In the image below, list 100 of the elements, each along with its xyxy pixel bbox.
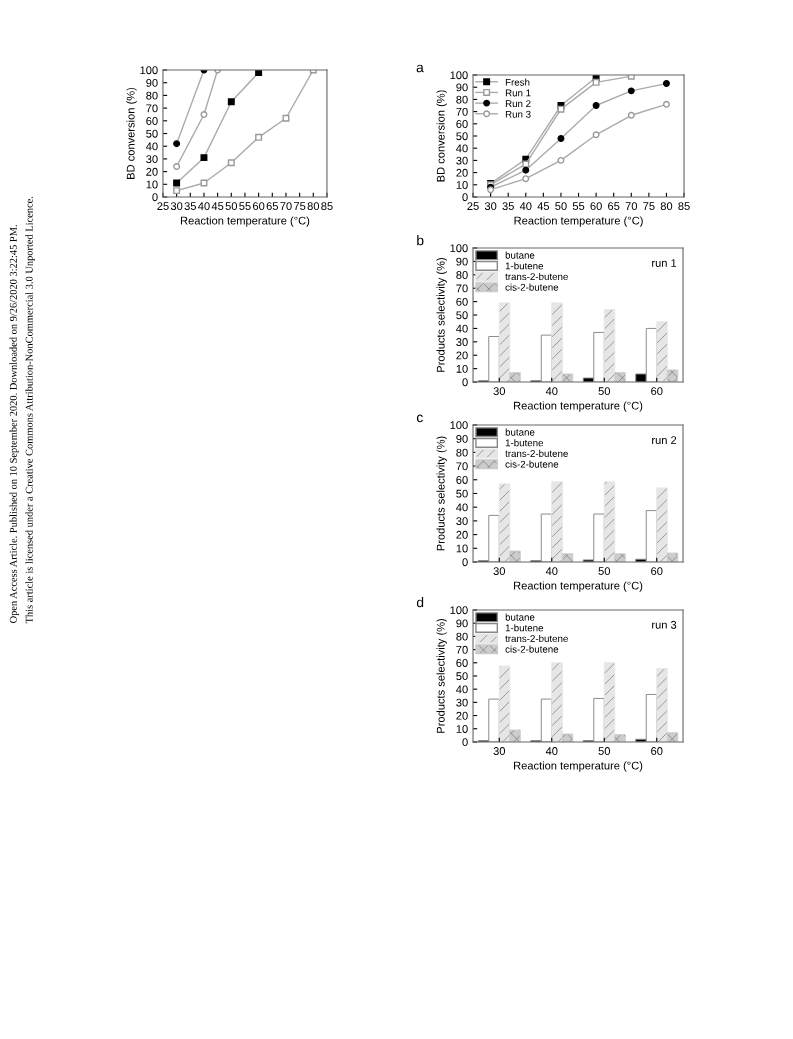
y-tick-label: 30 (456, 517, 468, 526)
y-tick-label: 70 (456, 645, 468, 654)
x-tick-label: 60 (651, 567, 663, 576)
legend-label: 1-butene (505, 439, 544, 447)
x-tick-label: 60 (253, 202, 265, 211)
y-tick-label: 90 (456, 257, 468, 266)
y-tick-label: 40 (456, 685, 468, 694)
x-axis-title: Reaction temperature (°C) (514, 401, 643, 412)
y-tick-label: 30 (456, 156, 468, 165)
y-tick-label: 20 (146, 167, 158, 176)
annotation: run 1 (652, 259, 677, 267)
x-tick-label: 55 (572, 202, 585, 211)
y-tick-label: 90 (456, 434, 468, 443)
y-tick-label: 60 (146, 117, 158, 125)
x-tick-label: 65 (266, 202, 278, 211)
x-tick-label: 35 (502, 202, 514, 211)
y-tick-label: 50 (456, 672, 468, 681)
legend-label: cis-2-butene (505, 645, 559, 653)
x-tick-label: 40 (545, 747, 558, 755)
y-tick-label: 100 (450, 606, 468, 615)
x-axis-title: Reaction temperature (°C) (514, 761, 643, 772)
legend-label: trans-2-butene (505, 449, 568, 457)
legend-label: trans-2-butene (505, 272, 568, 281)
y-tick-label: 60 (456, 476, 468, 484)
legend-label: Run 2 (505, 100, 531, 108)
y-tick-label: 0 (462, 738, 468, 747)
legend-label: cis-2-butene (505, 460, 559, 468)
x-tick-label: 30 (493, 747, 506, 755)
y-tick-label: 30 (456, 698, 468, 707)
legend-label: cis-2-butene (505, 283, 559, 291)
y-tick-label: 20 (456, 168, 468, 177)
x-tick-label: 45 (537, 202, 550, 211)
y-tick-label: 0 (462, 378, 468, 387)
x-tick-label: 80 (307, 202, 320, 211)
y-tick-label: 50 (146, 129, 158, 138)
legend-label: Fresh (505, 78, 530, 86)
y-tick-label: 70 (456, 107, 468, 116)
x-tick-label: 85 (678, 202, 690, 211)
x-tick-label: 40 (519, 202, 532, 211)
y-tick-label: 60 (456, 297, 468, 306)
x-axis-title: Reaction temperature (°C) (180, 216, 310, 227)
legend-label: butane (505, 251, 535, 259)
legend-label: Run 3 (505, 110, 531, 118)
y-tick-label: 50 (456, 132, 468, 141)
x-tick-label: 40 (198, 202, 210, 211)
y-tick-label: 70 (456, 284, 468, 293)
text: Open Access Article. Published on 10 September 2020. Downloaded on 9/26/2020 3:22:45 PM. (9, 225, 19, 623)
y-tick-label: 20 (456, 530, 468, 539)
annotation: run 3 (652, 620, 677, 629)
y-tick-label: 50 (456, 311, 468, 320)
legend-label: trans-2-butene (505, 634, 568, 643)
x-tick-label: 35 (184, 202, 197, 211)
y-axis-title: BD conversion (%) (126, 87, 137, 179)
x-tick-label: 30 (170, 202, 183, 211)
annotation: run 2 (652, 436, 677, 445)
y-tick-label: 40 (456, 144, 468, 153)
y-tick-label: 80 (456, 271, 468, 279)
y-axis-title: Products selectivity (%) (436, 257, 447, 372)
x-tick-label: 25 (467, 202, 479, 211)
x-tick-label: 75 (294, 202, 306, 211)
x-tick-label: 80 (660, 202, 673, 211)
y-axis-title: Products selectivity (%) (436, 618, 447, 733)
x-tick-label: 25 (157, 202, 169, 211)
y-tick-label: 10 (456, 181, 468, 189)
chart-title: b (417, 235, 424, 246)
y-tick-label: 0 (462, 193, 468, 202)
legend-label: 1-butene (505, 262, 544, 270)
x-tick-label: 40 (545, 567, 558, 576)
y-tick-label: 80 (456, 632, 468, 641)
chart-title: a (416, 64, 424, 73)
x-tick-label: 60 (651, 747, 663, 755)
x-axis-title: Reaction temperature (°C) (514, 216, 643, 227)
y-tick-label: 10 (456, 725, 468, 733)
y-tick-label: 100 (450, 421, 468, 430)
x-tick-label: 30 (493, 567, 506, 576)
y-tick-label: 80 (456, 95, 468, 104)
y-tick-label: 60 (456, 659, 468, 667)
x-tick-label: 85 (321, 202, 333, 211)
y-tick-label: 10 (456, 544, 468, 553)
text: This article is licensed under a Creative Commons Attribution-NonCommercial 3.0 Unported Licence. (25, 196, 35, 624)
x-tick-label: 60 (651, 387, 663, 396)
x-tick-label: 60 (590, 202, 602, 211)
x-tick-label: 40 (545, 387, 558, 396)
x-tick-label: 70 (625, 202, 638, 211)
y-tick-label: 20 (456, 711, 468, 720)
chart-title: c (416, 414, 423, 423)
x-tick-label: 65 (608, 202, 620, 211)
x-tick-label: 50 (598, 567, 611, 576)
y-tick-label: 30 (456, 338, 468, 346)
y-tick-label: 80 (456, 448, 468, 457)
y-tick-label: 100 (450, 244, 468, 253)
y-tick-label: 50 (456, 489, 468, 498)
y-tick-label: 10 (146, 180, 158, 189)
x-tick-label: 50 (225, 202, 238, 211)
y-tick-label: 100 (140, 66, 158, 75)
x-tick-label: 50 (598, 747, 611, 755)
x-axis-title: Reaction temperature (°C) (514, 581, 643, 592)
legend-label: butane (505, 428, 535, 436)
y-tick-label: 40 (146, 142, 158, 151)
x-tick-label: 50 (555, 202, 567, 211)
